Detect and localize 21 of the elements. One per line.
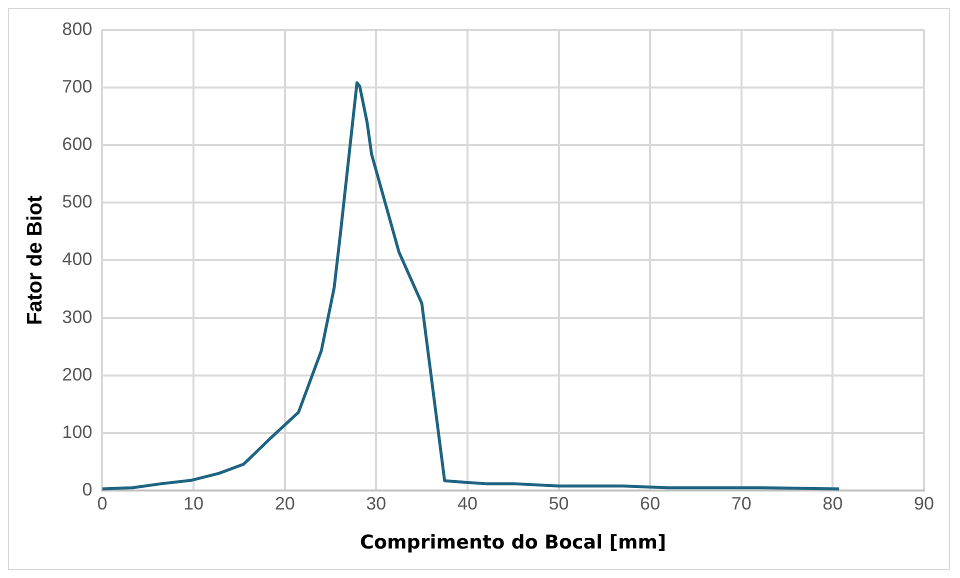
y-tick-label: 300 bbox=[62, 306, 92, 327]
x-tick-label: 80 bbox=[822, 493, 843, 514]
x-axis-title: Comprimento do Bocal [mm] bbox=[360, 532, 666, 554]
y-tick-label: 400 bbox=[62, 249, 92, 270]
y-tick-label: 600 bbox=[62, 134, 92, 154]
x-tick-label: 40 bbox=[457, 493, 478, 514]
x-tick-label: 20 bbox=[274, 493, 295, 514]
y-tick-label: 100 bbox=[62, 422, 92, 442]
x-tick-label: 30 bbox=[366, 493, 386, 514]
x-tick-label: 50 bbox=[548, 493, 569, 514]
y-tick-label: 0 bbox=[82, 480, 92, 500]
x-tick-label: 0 bbox=[97, 493, 108, 514]
y-tick-label: 200 bbox=[62, 364, 92, 384]
y-tick-label: 500 bbox=[62, 192, 92, 212]
x-tick-label: 90 bbox=[914, 493, 934, 514]
x-tick-label: 70 bbox=[731, 493, 752, 514]
y-tick-label: 700 bbox=[62, 76, 92, 96]
y-tick-label: 800 bbox=[62, 18, 92, 39]
x-tick-label: 10 bbox=[184, 493, 204, 514]
y-axis-title: Fator de Biot bbox=[23, 195, 46, 325]
x-tick-label: 60 bbox=[640, 493, 660, 514]
